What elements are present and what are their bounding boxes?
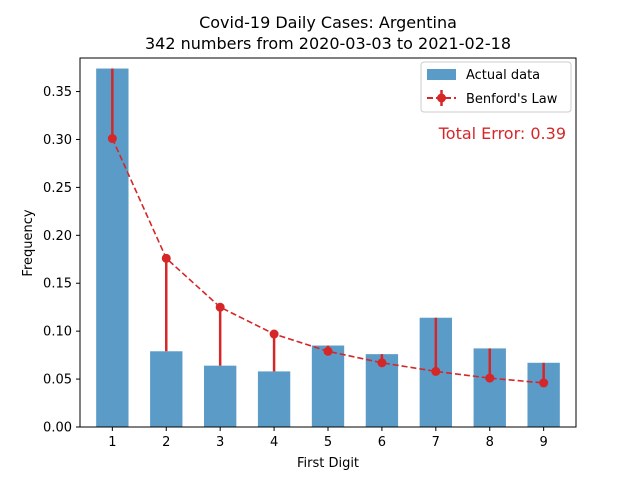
y-tick-label: 0.05 [43,373,72,388]
legend-label-actual: Actual data [466,68,540,83]
benford-marker-digit-1 [107,134,117,144]
legend-label-benford: Benford's Law [466,92,558,107]
bar-digit-5 [311,345,345,427]
x-axis: 1 2 3 4 5 6 7 8 9 [108,427,548,450]
y-tick-label: 0.00 [43,421,72,436]
y-tick-label: 0.25 [43,181,72,196]
bar-digit-2 [150,351,183,427]
legend-swatch-actual [427,69,456,80]
y-tick-label: 0.30 [43,133,72,148]
y-axis-label: Frequency [21,209,36,276]
total-error-annotation: Total Error: 0.39 [438,124,566,143]
benford-marker-digit-6 [377,358,387,368]
x-tick-label: 4 [270,435,278,450]
x-tick-label: 2 [162,435,170,450]
benford-marker-digit-2 [161,253,171,263]
y-axis: 0.00 0.05 0.10 0.15 0.20 0.25 0.30 0.35 [43,85,80,436]
benford-marker-digit-8 [485,373,495,383]
y-tick-label: 0.10 [43,325,72,340]
benford-series [107,134,549,388]
bar-series [96,68,560,427]
benford-marker-digit-3 [215,302,225,312]
bar-digit-3 [204,365,237,427]
x-axis-label: First Digit [297,456,359,471]
x-tick-label: 8 [486,435,494,450]
y-tick-label: 0.15 [43,277,72,292]
y-tick-label: 0.35 [43,85,72,100]
x-tick-label: 7 [432,435,440,450]
legend-swatch-benford-marker [437,93,446,103]
benford-marker-digit-4 [269,329,279,339]
x-tick-label: 1 [108,435,116,450]
x-tick-label: 6 [378,435,386,450]
benford-marker-digit-5 [323,346,333,356]
chart-title: Covid-19 Daily Cases: Argentina [199,13,457,32]
error-bars [111,68,545,383]
chart-subtitle: 342 numbers from 2020-03-03 to 2021-02-1… [145,34,511,53]
bar-digit-4 [257,371,291,427]
legend: Actual data Benford's Law [420,61,572,113]
y-tick-label: 0.20 [43,229,72,244]
x-tick-label: 9 [540,435,548,450]
x-tick-label: 5 [324,435,332,450]
x-tick-label: 3 [216,435,224,450]
benford-marker-digit-9 [539,378,549,388]
legend-box [420,61,572,113]
benford-marker-digit-7 [431,366,441,376]
